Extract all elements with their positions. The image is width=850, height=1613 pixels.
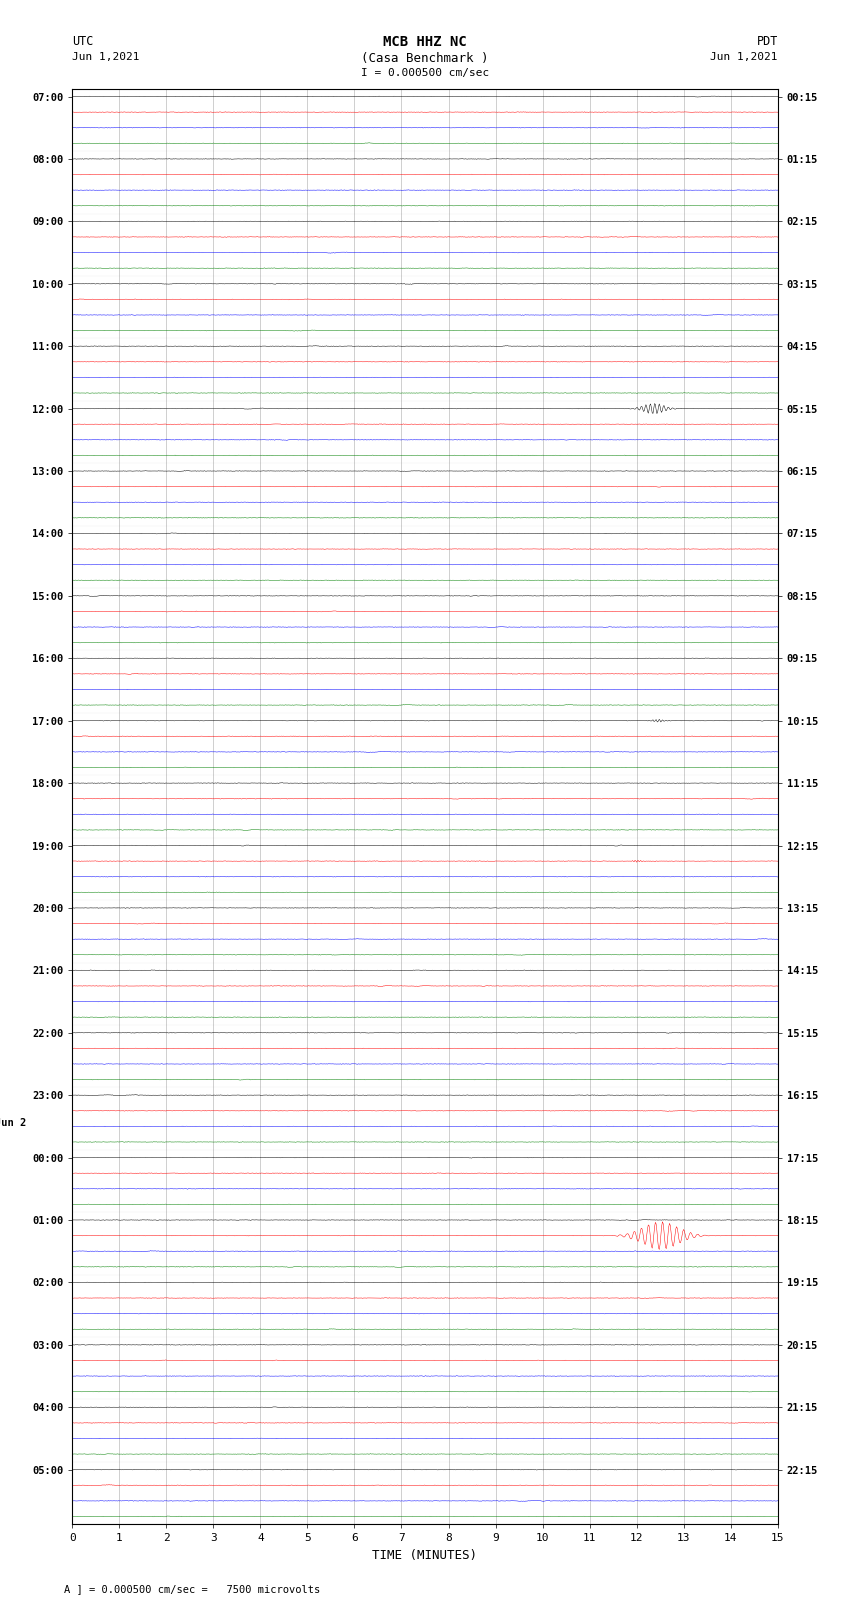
Text: UTC: UTC <box>72 35 94 48</box>
X-axis label: TIME (MINUTES): TIME (MINUTES) <box>372 1548 478 1561</box>
Text: Jun 1,2021: Jun 1,2021 <box>711 52 778 61</box>
Text: PDT: PDT <box>756 35 778 48</box>
Text: I = 0.000500 cm/sec: I = 0.000500 cm/sec <box>361 68 489 77</box>
Text: A ] = 0.000500 cm/sec =   7500 microvolts: A ] = 0.000500 cm/sec = 7500 microvolts <box>64 1584 320 1594</box>
Text: (Casa Benchmark ): (Casa Benchmark ) <box>361 52 489 65</box>
Text: Jun 1,2021: Jun 1,2021 <box>72 52 139 61</box>
Text: MCB HHZ NC: MCB HHZ NC <box>383 35 467 50</box>
Text: Jun 2: Jun 2 <box>0 1118 26 1127</box>
